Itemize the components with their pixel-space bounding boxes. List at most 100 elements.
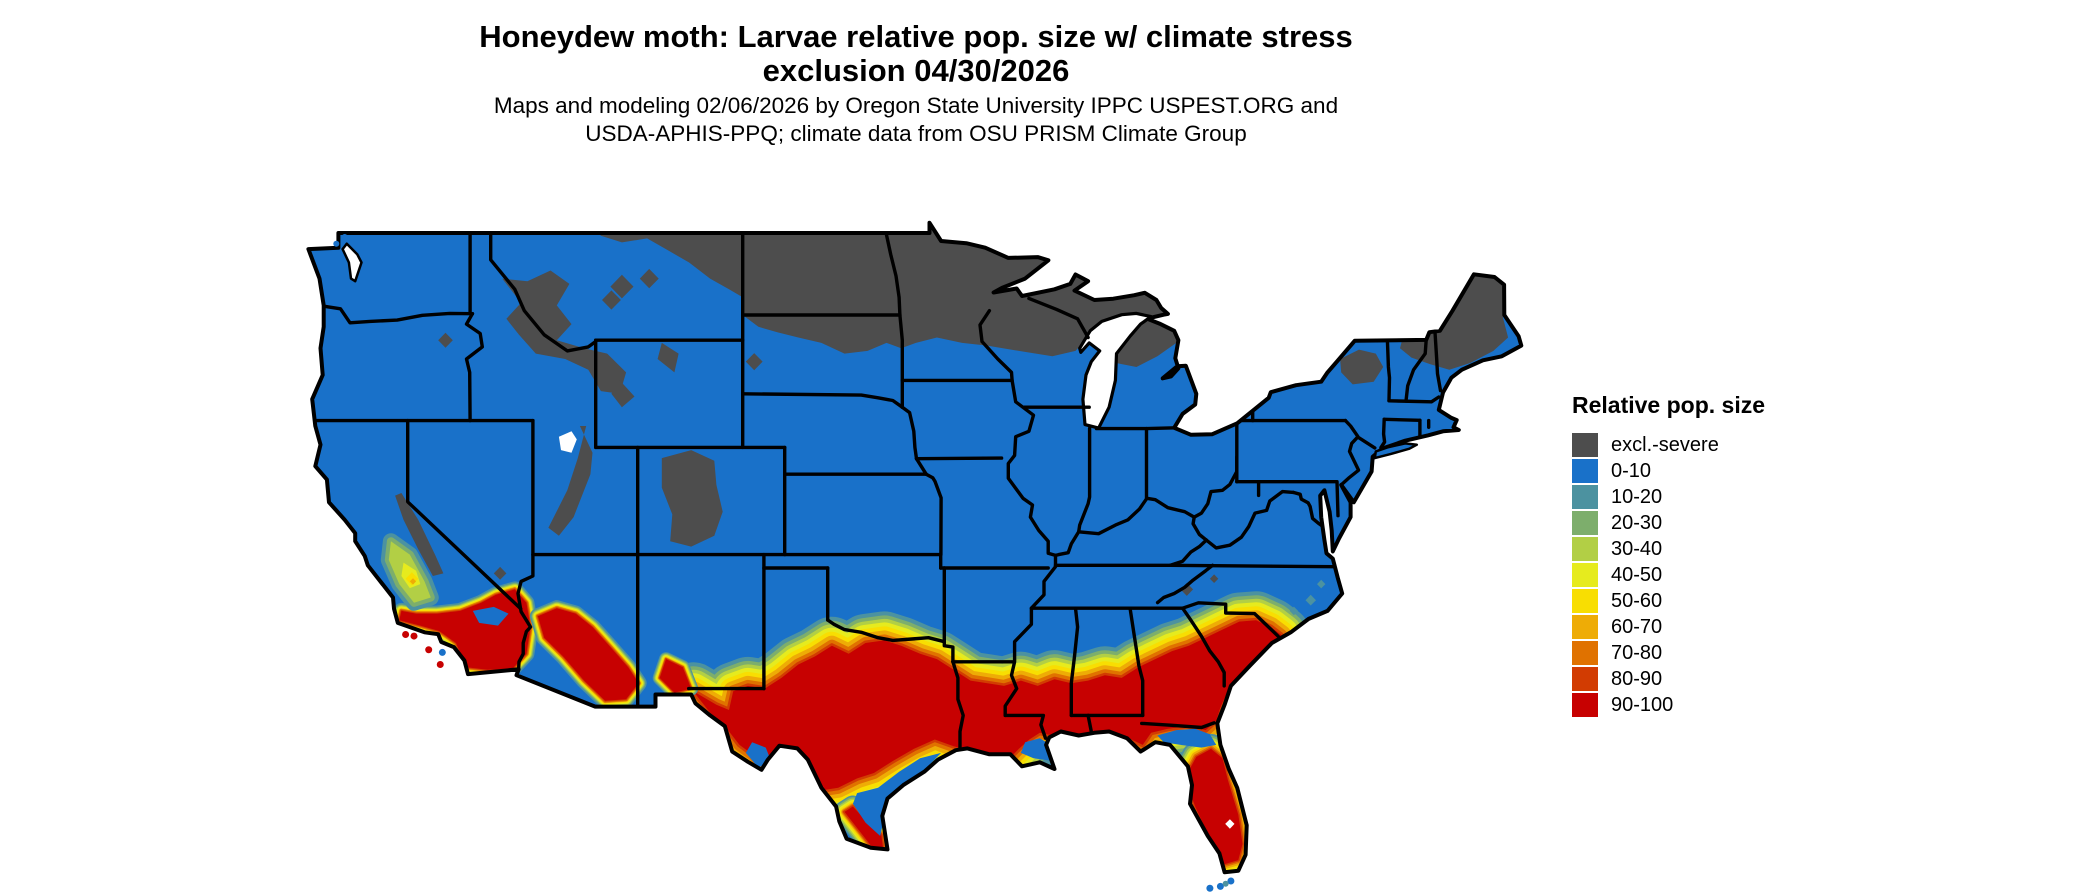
state-border-line bbox=[1204, 489, 1295, 550]
state-border-line bbox=[741, 392, 904, 409]
map-region-excl-severe bbox=[611, 380, 635, 408]
legend-swatch bbox=[1572, 667, 1598, 691]
legend-swatch bbox=[1572, 459, 1598, 483]
state-border-line bbox=[914, 457, 928, 476]
legend-swatch bbox=[1572, 537, 1598, 561]
channel-island-dot bbox=[436, 660, 444, 668]
state-border-line bbox=[1168, 538, 1208, 567]
legend-item-label: 60-70 bbox=[1611, 615, 1663, 638]
legend-item: 20-30 bbox=[1572, 510, 1765, 536]
legend-swatch bbox=[1572, 433, 1598, 457]
page-subtitle: Maps and modeling 02/06/2026 by Oregon S… bbox=[316, 92, 1516, 148]
map-region-excl-severe bbox=[657, 342, 679, 373]
state-border-line bbox=[516, 606, 533, 671]
page-title: Honeydew moth: Larvae relative pop. size… bbox=[316, 20, 1516, 88]
state-border-line bbox=[464, 312, 484, 423]
map-region-teal-speck bbox=[1305, 594, 1316, 606]
state-border-line bbox=[489, 231, 598, 353]
legend-item: excl.-severe bbox=[1572, 432, 1765, 458]
map-region-excl-severe bbox=[438, 332, 453, 348]
legend-swatch bbox=[1572, 485, 1598, 509]
state-border-line bbox=[1077, 426, 1092, 534]
map-region-excl-severe bbox=[1209, 574, 1219, 583]
legend-item-label: 70-80 bbox=[1611, 641, 1663, 664]
map-region-excl-severe bbox=[602, 290, 621, 310]
legend-item-label: 30-40 bbox=[1611, 537, 1663, 560]
border-island-speck bbox=[341, 234, 348, 241]
lake-okeechobee bbox=[1225, 819, 1235, 829]
legend-item: 80-90 bbox=[1572, 666, 1765, 692]
map-region-ca-valley-core bbox=[405, 572, 419, 586]
state-border-line bbox=[1086, 713, 1093, 734]
map-region-teal-speck bbox=[1289, 606, 1299, 616]
map-region-rio-grande-valley bbox=[844, 806, 884, 851]
state-border-line bbox=[1168, 563, 1336, 569]
state-border-line bbox=[914, 456, 1004, 461]
map-region-excl-severe bbox=[610, 274, 634, 299]
state-border-line bbox=[1094, 426, 1177, 431]
legend-item-label: 20-30 bbox=[1611, 511, 1663, 534]
title-line-2: exclusion 04/30/2026 bbox=[762, 53, 1070, 88]
state-border-line bbox=[942, 566, 955, 664]
state-border-line bbox=[978, 309, 1058, 718]
subtitle-line-2: USDA-APHIS-PPQ; climate data from OSU PR… bbox=[585, 121, 1247, 146]
state-border-line bbox=[1433, 330, 1443, 393]
map-region-teal-speck bbox=[1317, 579, 1326, 589]
subtitle-line-1: Maps and modeling 02/06/2026 by Oregon S… bbox=[493, 93, 1339, 118]
channel-island-dot bbox=[438, 648, 446, 656]
legend-item: 40-50 bbox=[1572, 562, 1765, 588]
state-border-line bbox=[1385, 338, 1392, 403]
legend-item: 50-60 bbox=[1572, 588, 1765, 614]
long-island bbox=[1373, 442, 1419, 460]
legend-item: 90-100 bbox=[1572, 692, 1765, 718]
legend-item-label: excl.-severe bbox=[1611, 433, 1719, 456]
state-border-line bbox=[1291, 490, 1329, 531]
us-coast-outline bbox=[306, 220, 1524, 875]
state-border-line bbox=[1335, 480, 1340, 518]
channel-island-dot bbox=[425, 646, 433, 654]
state-border-line bbox=[1191, 515, 1208, 542]
state-border-line bbox=[516, 418, 535, 611]
map-region-florida bbox=[1186, 748, 1243, 865]
legend-item-label: 10-20 bbox=[1611, 485, 1663, 508]
state-border-line bbox=[1357, 436, 1377, 450]
legend-item-label: 90-100 bbox=[1611, 693, 1674, 716]
legend-item-label: 0-10 bbox=[1611, 459, 1652, 482]
state-border-line bbox=[406, 418, 523, 611]
state-border-line bbox=[884, 231, 902, 317]
map-region-excl-severe bbox=[1340, 349, 1384, 385]
state-border-line bbox=[1180, 606, 1226, 688]
title-line-1: Honeydew moth: Larvae relative pop. size… bbox=[479, 19, 1353, 54]
legend-item-label: 80-90 bbox=[1611, 667, 1663, 690]
florida-keys-dot bbox=[1216, 882, 1224, 890]
state-border-line bbox=[924, 472, 943, 557]
state-border-line bbox=[1387, 395, 1441, 404]
map-region-arizona bbox=[537, 608, 639, 701]
puget-sound bbox=[341, 242, 363, 283]
florida-keys-dot bbox=[1227, 877, 1235, 885]
state-border-line bbox=[1155, 563, 1215, 605]
map-region-excl-severe bbox=[745, 353, 763, 371]
state-border-line bbox=[826, 618, 946, 644]
map-region-excl-severe bbox=[493, 566, 507, 580]
legend: Relative pop. size excl.-severe 0-10 10-20… bbox=[1572, 392, 1765, 718]
legend-swatch bbox=[1572, 563, 1598, 587]
legend-item: 60-70 bbox=[1572, 614, 1765, 640]
map-region-excl-severe bbox=[395, 493, 444, 576]
state-border-line bbox=[1379, 417, 1387, 450]
lake-michigan bbox=[1078, 311, 1153, 430]
legend-item: 10-20 bbox=[1572, 484, 1765, 510]
state-border-line bbox=[1382, 417, 1422, 422]
map-region-low-pop-patch bbox=[472, 606, 509, 626]
legend-items: excl.-severe 0-10 10-20 20-30 30-40 40-50 50-6… bbox=[1572, 432, 1765, 718]
state-border-line bbox=[1128, 606, 1145, 718]
legend-swatch bbox=[1572, 511, 1598, 535]
legend-swatch bbox=[1572, 641, 1598, 665]
great-salt-lake bbox=[558, 431, 577, 453]
state-border-line bbox=[1053, 530, 1081, 558]
channel-island-dot bbox=[402, 630, 410, 638]
state-border-line bbox=[1180, 601, 1280, 638]
legend-item-label: 50-60 bbox=[1611, 589, 1663, 612]
